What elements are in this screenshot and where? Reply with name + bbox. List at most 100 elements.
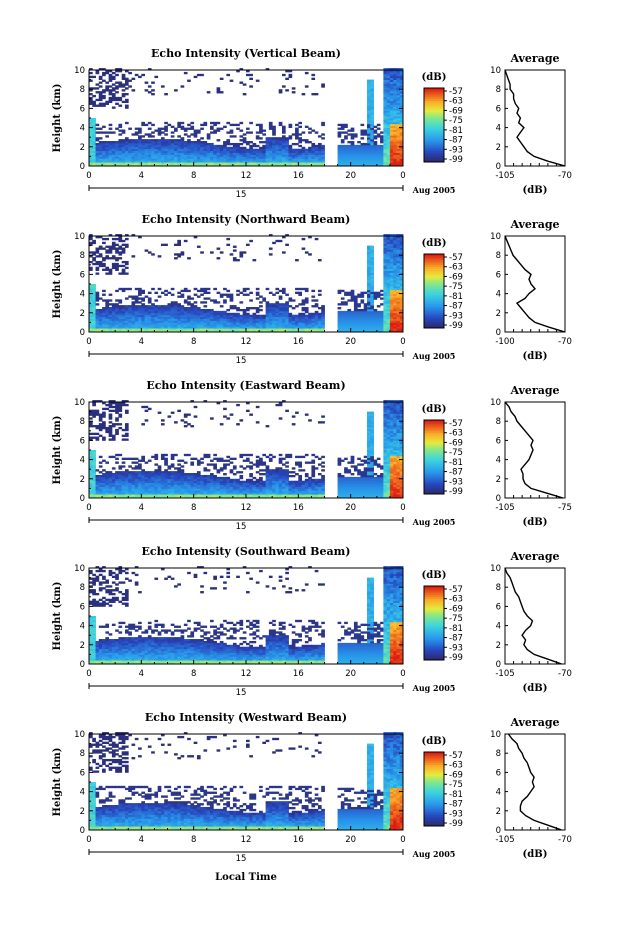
heatmap-cell	[259, 328, 263, 331]
heatmap-cell	[118, 310, 123, 314]
heatmap-cell	[301, 316, 306, 319]
heatmap-cell	[370, 255, 374, 258]
heatmap-cell	[92, 411, 96, 414]
heatmap-cell	[108, 328, 113, 331]
heatmap-cell	[255, 156, 260, 159]
heatmap-cell	[206, 496, 211, 499]
heatmap-cell	[321, 322, 325, 325]
heatmap-cell	[239, 160, 244, 163]
heatmap-cell	[160, 320, 165, 323]
heatmap-cell	[308, 127, 312, 130]
heatmap-cell	[255, 328, 260, 331]
heatmap-cell	[223, 156, 227, 159]
heatmap-cell	[298, 150, 302, 153]
heatmap-cell	[281, 305, 286, 308]
heatmap-cell	[102, 71, 106, 75]
heatmap-cell	[134, 478, 139, 482]
heatmap-cell	[239, 308, 244, 312]
heatmap-cell	[288, 320, 293, 323]
heatmap-cell	[344, 137, 348, 140]
heatmap-cell	[275, 316, 280, 319]
heatmap-cell	[118, 83, 123, 86]
heatmap-cell	[115, 461, 119, 464]
colorbar-swatch	[424, 128, 444, 132]
heatmap-cell	[383, 154, 388, 157]
heatmap-cell	[111, 262, 116, 266]
heatmap-cell	[95, 411, 100, 414]
heatmap-cell	[298, 326, 302, 329]
heatmap-cell	[131, 473, 136, 476]
heatmap-cell	[386, 119, 391, 123]
heatmap-cell	[272, 328, 276, 331]
heatmap-cell	[265, 142, 270, 146]
heatmap-cell	[389, 156, 394, 159]
heatmap-cell	[386, 289, 391, 293]
heatmap-cell	[386, 253, 391, 256]
heatmap-cell	[223, 148, 227, 152]
heatmap-cell	[399, 160, 404, 163]
heatmap-cell	[164, 320, 168, 323]
heatmap-cell	[396, 139, 401, 142]
heatmap-cell	[210, 148, 214, 152]
heatmap-cell	[115, 234, 119, 237]
heatmap-cell	[399, 154, 404, 157]
heatmap-cell	[213, 154, 217, 157]
heatmap-cell	[360, 129, 365, 132]
heatmap-cell	[275, 308, 280, 312]
heatmap-cell	[275, 158, 280, 161]
heatmap-cell	[118, 142, 123, 146]
heatmap-cell	[177, 164, 181, 167]
heatmap-cell	[111, 324, 116, 327]
heatmap-cell	[393, 96, 397, 100]
heatmap-cell	[108, 425, 113, 428]
heatmap-cell	[193, 488, 198, 491]
heatmap-cell	[111, 318, 116, 321]
heatmap-cell	[301, 330, 306, 333]
heatmap-cell	[187, 316, 191, 319]
heatmap-cell	[200, 156, 204, 159]
heatmap-cell	[177, 148, 181, 152]
heatmap-cell	[131, 490, 136, 493]
heatmap-cell	[389, 328, 394, 331]
heatmap-cell	[219, 156, 224, 159]
heatmap-cell	[92, 297, 96, 300]
heatmap-cell	[200, 301, 204, 304]
heatmap-cell	[252, 322, 257, 325]
heatmap-cell	[115, 480, 119, 484]
heatmap-cell	[187, 141, 191, 144]
heatmap-cell	[249, 326, 253, 329]
heatmap-cell	[151, 81, 155, 84]
heatmap-cell	[141, 291, 145, 294]
heatmap-cell	[102, 459, 106, 462]
heatmap-cell	[174, 253, 178, 256]
heatmap-cell	[389, 247, 394, 250]
heatmap-cell	[115, 328, 119, 331]
heatmap-cell	[190, 490, 195, 493]
heatmap-cell	[350, 328, 355, 331]
heatmap-cell	[206, 492, 211, 495]
heatmap-cell	[134, 480, 139, 484]
heatmap-cell	[367, 158, 371, 161]
heatmap-cell	[213, 453, 217, 457]
heatmap-cell	[396, 112, 401, 115]
heatmap-cell	[124, 77, 129, 80]
colorbar-swatch	[424, 278, 444, 281]
heatmap-cell	[154, 308, 159, 312]
heatmap-cell	[115, 251, 119, 254]
heatmap-cell	[124, 148, 129, 152]
heatmap-cell	[386, 75, 391, 79]
heatmap-cell	[246, 324, 250, 327]
heatmap-cell	[367, 98, 371, 102]
heatmap-cell	[340, 330, 345, 333]
heatmap-cell	[105, 249, 110, 252]
heatmap-cell	[321, 137, 325, 140]
heatmap-cell	[216, 318, 221, 321]
heatmap-cell	[223, 490, 227, 493]
heatmap-cell	[102, 154, 106, 157]
heatmap-cell	[226, 295, 231, 298]
heatmap-cell	[383, 308, 388, 312]
heatmap-cell	[242, 137, 247, 140]
heatmap-cell	[157, 492, 162, 495]
heatmap-cell	[236, 314, 240, 318]
heatmap-cell	[183, 482, 188, 485]
